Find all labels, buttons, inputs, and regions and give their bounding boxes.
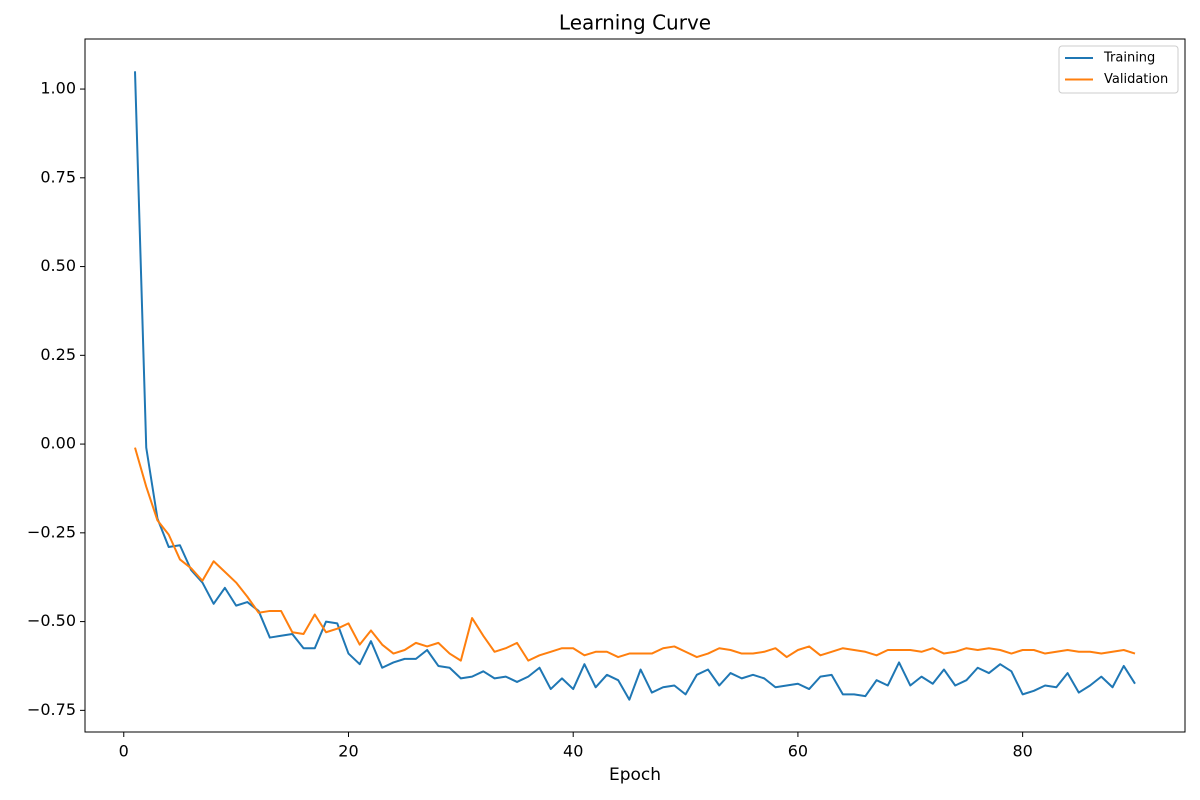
- y-tick-label: 0.50: [40, 256, 76, 275]
- x-tick-label: 20: [338, 742, 358, 761]
- y-tick-label: −0.25: [27, 522, 76, 541]
- x-tick-label: 0: [119, 742, 129, 761]
- x-tick-label: 40: [563, 742, 583, 761]
- y-tick-label: 1.00: [40, 79, 76, 98]
- line-series: [134, 71, 1136, 701]
- y-tick-label: 0.25: [40, 345, 76, 364]
- y-tick-label: 0.75: [40, 167, 76, 186]
- axes-frame: [84, 38, 1186, 733]
- x-tick-label: 80: [1012, 742, 1032, 761]
- y-tick-label: −0.50: [27, 611, 76, 630]
- y-tick-label: 0.00: [40, 434, 76, 453]
- x-axis-label: Epoch: [609, 765, 661, 785]
- chart-title: Learning Curve: [559, 11, 711, 35]
- x-tick-label: 60: [788, 742, 808, 761]
- legend-label: Validation: [1104, 72, 1168, 87]
- y-tick-label: −0.75: [27, 700, 76, 719]
- legend-label: Training: [1103, 51, 1155, 66]
- line-series: [134, 447, 1136, 662]
